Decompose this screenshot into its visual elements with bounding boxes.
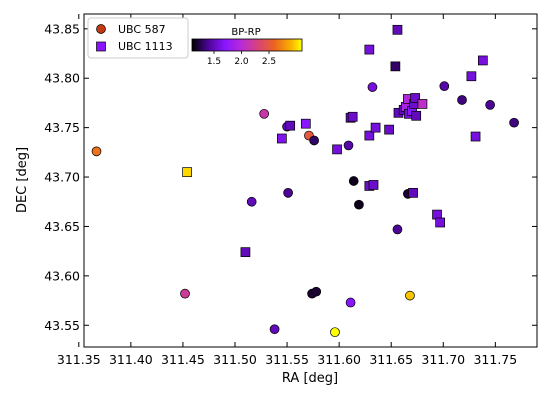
legend: UBC 587 UBC 1113 [87,17,189,59]
point-ubc-587-11 [330,327,340,338]
legend-label-ubc-1113: UBC 1113 [118,40,173,53]
point-ubc-587-19 [405,290,415,301]
point-ubc-587-2 [246,196,257,207]
point-ubc-1113-3 [285,120,296,131]
colorbar-label: BP-RP [231,27,260,38]
point-ubc-587-21 [457,95,467,105]
point-ubc-1113-1 [240,247,251,257]
y-tick-label: 43.85 [44,21,80,36]
point-ubc-1113-4 [300,118,311,129]
point-ubc-1113-24 [411,110,422,121]
point-ubc-587-15 [354,199,364,210]
y-tick-label: 43.70 [44,170,80,185]
point-ubc-1113-31 [477,55,488,66]
point-ubc-587-6 [283,188,293,198]
x-tick-label: 311.65 [369,352,413,367]
x-tick-label: 311.70 [421,352,465,367]
colorbar-tick-label: 2.5 [262,57,276,67]
y-axis-ticks: 43.55 43.60 43.65 43.70 43.75 43.80 43.85 [44,21,537,333]
point-ubc-1113-28 [435,217,446,228]
data-points [91,24,519,338]
point-ubc-1113-2 [277,133,287,144]
x-tick-label: 311.40 [109,352,153,367]
point-ubc-1113-13 [384,124,394,135]
x-axis-ticks: 311.35 311.40 311.45 311.50 311.55 311.60 311.… [57,14,517,367]
point-ubc-1113-11 [368,180,379,190]
x-tick-label: 311.55 [265,352,309,367]
x-tick-label: 311.50 [213,352,257,367]
x-tick-label: 311.35 [57,352,101,367]
y-tick-label: 43.65 [44,219,80,234]
colorbar-tick-label: 1.5 [207,57,221,67]
point-ubc-587-4 [269,324,280,335]
plot-frame [83,13,538,348]
x-tick-label: 311.75 [473,352,517,367]
point-ubc-587-3 [259,108,270,119]
x-tick-label: 311.60 [317,352,361,367]
point-ubc-587-23 [509,117,519,128]
colorbar: BP-RP 1.5 2.0 2.5 [191,27,303,67]
point-ubc-587-20 [439,81,450,91]
point-ubc-587-10 [311,286,322,297]
x-axis-label: RA [deg] [282,371,338,386]
y-axis-label: DEC [deg] [15,147,30,213]
legend-label-ubc-587: UBC 587 [118,23,166,36]
point-ubc-587-0 [91,146,102,157]
point-ubc-1113-0 [182,167,192,177]
point-ubc-1113-8 [364,44,375,55]
colorbar-ticks: 1.5 2.0 2.5 [207,51,276,67]
point-ubc-1113-23 [410,93,421,103]
point-ubc-1113-5 [332,144,342,155]
point-ubc-1113-9 [364,130,375,141]
point-ubc-1113-12 [370,122,381,133]
point-ubc-1113-14 [390,61,401,72]
point-ubc-587-16 [367,82,378,92]
point-ubc-1113-29 [466,71,477,82]
y-tick-label: 43.75 [44,120,80,135]
point-ubc-587-12 [343,140,354,151]
point-ubc-1113-30 [470,131,481,142]
legend-box [87,17,189,59]
point-ubc-1113-25 [408,188,418,198]
x-tick-label: 311.45 [161,352,205,367]
legend-marker-ubc-1113 [96,41,106,52]
y-tick-label: 43.55 [44,318,80,333]
point-ubc-587-17 [392,224,403,235]
colorbar-gradient [191,38,303,52]
point-ubc-587-22 [485,100,495,110]
point-ubc-587-13 [345,297,356,308]
y-tick-label: 43.60 [44,268,80,283]
point-ubc-1113-7 [347,111,358,122]
colorbar-tick-label: 2.0 [234,57,249,67]
point-ubc-587-14 [348,176,359,186]
legend-marker-ubc-587 [96,24,106,34]
point-ubc-1113-26 [417,99,428,109]
y-tick-label: 43.80 [44,71,80,86]
point-ubc-1113-15 [392,24,403,35]
point-ubc-587-1 [180,288,190,299]
point-ubc-587-9 [309,135,319,146]
